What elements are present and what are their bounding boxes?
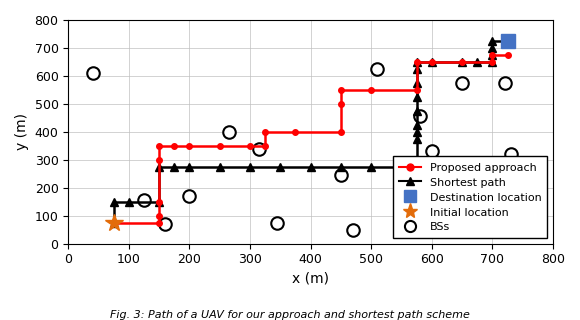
- Proposed approach: [155, 221, 162, 225]
- Shortest path: [413, 158, 420, 162]
- Shortest path: [171, 165, 178, 169]
- Legend: Proposed approach, Shortest path, Destination location, Initial location, BSs: Proposed approach, Shortest path, Destin…: [393, 156, 548, 238]
- Shortest path: [413, 130, 420, 134]
- Shortest path: [186, 165, 193, 169]
- Shortest path: [413, 165, 420, 169]
- Shortest path: [429, 60, 436, 64]
- Proposed approach: [489, 53, 496, 57]
- Y-axis label: y (m): y (m): [15, 113, 29, 150]
- Shortest path: [489, 60, 496, 64]
- Shortest path: [413, 123, 420, 127]
- Proposed approach: [413, 60, 420, 64]
- Proposed approach: [216, 144, 223, 148]
- Shortest path: [125, 200, 132, 204]
- Shortest path: [459, 60, 466, 64]
- Proposed approach: [338, 130, 345, 134]
- Proposed approach: [413, 88, 420, 92]
- Shortest path: [489, 53, 496, 57]
- Proposed approach: [292, 130, 299, 134]
- Shortest path: [338, 165, 345, 169]
- Proposed approach: [246, 144, 253, 148]
- Shortest path: [155, 165, 162, 169]
- Shortest path: [155, 200, 162, 204]
- Shortest path: [246, 165, 253, 169]
- Shortest path: [413, 109, 420, 113]
- Proposed approach: [171, 144, 178, 148]
- Proposed approach: [262, 130, 269, 134]
- Proposed approach: [155, 158, 162, 162]
- Text: Fig. 3: Path of a UAV for our approach and shortest path scheme: Fig. 3: Path of a UAV for our approach a…: [110, 310, 470, 320]
- X-axis label: x (m): x (m): [292, 272, 329, 286]
- Proposed approach: [338, 88, 345, 92]
- Shortest path: [307, 165, 314, 169]
- Shortest path: [110, 221, 117, 225]
- Proposed approach: [489, 60, 496, 64]
- Shortest path: [504, 39, 511, 43]
- Line: Shortest path: Shortest path: [110, 37, 512, 226]
- Proposed approach: [155, 200, 162, 204]
- Shortest path: [489, 46, 496, 50]
- Shortest path: [474, 60, 481, 64]
- Shortest path: [413, 81, 420, 85]
- Shortest path: [489, 39, 496, 43]
- Shortest path: [110, 200, 117, 204]
- Shortest path: [413, 67, 420, 71]
- Shortest path: [413, 137, 420, 141]
- Shortest path: [413, 60, 420, 64]
- Proposed approach: [186, 144, 193, 148]
- Shortest path: [277, 165, 284, 169]
- Proposed approach: [368, 88, 375, 92]
- Proposed approach: [504, 53, 511, 57]
- Proposed approach: [155, 214, 162, 218]
- Proposed approach: [429, 60, 436, 64]
- Shortest path: [413, 95, 420, 99]
- Proposed approach: [459, 60, 466, 64]
- Proposed approach: [338, 102, 345, 106]
- Line: Proposed approach: Proposed approach: [111, 52, 510, 225]
- Proposed approach: [110, 221, 117, 225]
- Shortest path: [368, 165, 375, 169]
- Proposed approach: [155, 144, 162, 148]
- Shortest path: [398, 165, 405, 169]
- Shortest path: [216, 165, 223, 169]
- Proposed approach: [262, 144, 269, 148]
